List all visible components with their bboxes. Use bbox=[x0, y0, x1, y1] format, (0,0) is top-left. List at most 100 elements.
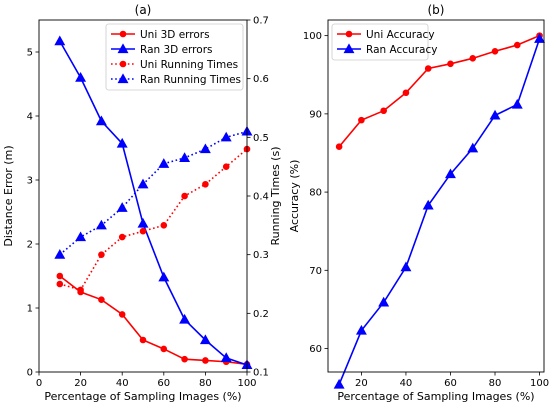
data-point bbox=[333, 378, 345, 389]
legend-marker bbox=[343, 43, 355, 54]
legend-label: Uni Running Times bbox=[140, 59, 238, 71]
x-tick-label: 40 bbox=[116, 378, 129, 389]
data-point bbox=[422, 199, 434, 210]
x-tick-label: 40 bbox=[400, 378, 413, 389]
data-point bbox=[77, 286, 84, 294]
chart-title: (a) bbox=[135, 3, 152, 17]
data-point bbox=[534, 33, 546, 43]
y-tick-label: 5 bbox=[27, 48, 33, 59]
data-point bbox=[158, 158, 170, 168]
data-point bbox=[380, 107, 387, 115]
data-point bbox=[489, 109, 501, 120]
legend-box bbox=[331, 23, 429, 61]
data-point bbox=[116, 137, 128, 148]
y2-tick-label: 0.3 bbox=[253, 250, 269, 261]
y2-tick-label: 0.5 bbox=[253, 133, 269, 144]
data-point bbox=[158, 271, 170, 282]
legend-label: Ran Accuracy bbox=[366, 44, 437, 56]
y-tick-label: 70 bbox=[309, 266, 322, 277]
y-axis-label: Distance Error (m) bbox=[2, 145, 15, 246]
data-point bbox=[199, 143, 211, 154]
x-tick-label: 0 bbox=[36, 378, 42, 389]
y-tick-label: 80 bbox=[309, 188, 322, 199]
data-point bbox=[202, 180, 209, 188]
data-point bbox=[445, 168, 456, 179]
series-line bbox=[59, 40, 248, 366]
plot-frame bbox=[327, 19, 545, 373]
data-point bbox=[402, 89, 410, 97]
y-tick-label: 0 bbox=[27, 368, 33, 379]
data-point bbox=[335, 143, 343, 151]
y2-tick-label: 0.1 bbox=[253, 368, 269, 379]
data-point bbox=[54, 35, 66, 46]
y-axis-label: Accuracy (%) bbox=[288, 160, 301, 233]
series-line bbox=[59, 275, 248, 366]
x-tick-label: 100 bbox=[237, 378, 256, 389]
x-axis-label: Percentage of Sampling Images (%) bbox=[44, 390, 241, 403]
legend-marker bbox=[117, 43, 129, 54]
data-point bbox=[54, 249, 66, 259]
legend-box bbox=[105, 23, 244, 91]
chart-a: (a) 0 20 40 60 80 100 0 1 2 3 4 5 0.1 0.2 0.3 0.4 0.5 0.6 0… bbox=[2, 3, 282, 403]
legend-label: Uni Accuracy bbox=[366, 29, 435, 41]
data-point bbox=[491, 47, 499, 55]
data-point bbox=[160, 222, 168, 229]
x-tick-label: 60 bbox=[157, 378, 170, 389]
y-tick-label: 100 bbox=[303, 31, 322, 42]
series-line bbox=[59, 130, 248, 256]
data-point bbox=[220, 131, 232, 142]
data-point bbox=[447, 60, 454, 68]
data-point bbox=[467, 142, 479, 153]
x-tick-label: 20 bbox=[74, 378, 87, 389]
data-point bbox=[513, 41, 521, 49]
y-tick-label: 2 bbox=[27, 240, 33, 251]
legend-marker bbox=[117, 73, 129, 84]
data-point bbox=[98, 251, 105, 258]
data-point bbox=[179, 313, 191, 324]
x-tick-label: 60 bbox=[444, 378, 457, 389]
data-point bbox=[222, 163, 230, 170]
x-tick-label: 100 bbox=[530, 378, 549, 389]
legend-label: Uni 3D errors bbox=[140, 29, 210, 41]
x-axis-label: Percentage of Sampling Images (%) bbox=[337, 390, 534, 403]
legend-marker bbox=[119, 60, 127, 68]
data-point bbox=[118, 311, 126, 318]
data-point bbox=[116, 202, 128, 212]
y-tick-label: 1 bbox=[27, 304, 33, 315]
y-tick-label: 90 bbox=[309, 109, 322, 120]
data-point bbox=[139, 227, 147, 235]
x-tick-label: 20 bbox=[355, 378, 368, 389]
data-point bbox=[95, 115, 107, 126]
data-point bbox=[358, 116, 365, 124]
data-point bbox=[95, 219, 107, 230]
y2-tick-label: 0.6 bbox=[253, 74, 269, 85]
data-point bbox=[355, 324, 367, 335]
legend: Uni 3D errors Ran 3D errors Uni Running Ti… bbox=[105, 23, 244, 91]
legend-label: Ran 3D errors bbox=[140, 44, 213, 56]
legend-label: Ran Running Times bbox=[140, 74, 241, 86]
y-tick-label: 60 bbox=[309, 344, 322, 355]
data-point bbox=[202, 357, 209, 364]
y2-tick-label: 0.7 bbox=[253, 16, 269, 27]
series-line bbox=[59, 148, 248, 291]
data-point bbox=[137, 217, 149, 228]
y2-tick-label: 0.4 bbox=[253, 192, 269, 203]
legend-marker bbox=[119, 30, 127, 38]
y-tick-label: 4 bbox=[27, 112, 33, 123]
data-point bbox=[220, 352, 232, 363]
data-point bbox=[137, 178, 149, 189]
data-point bbox=[56, 272, 64, 280]
chart-title: (b) bbox=[428, 3, 445, 17]
data-point bbox=[181, 355, 188, 363]
data-point bbox=[469, 55, 477, 62]
series-line bbox=[338, 34, 540, 148]
y2-tick-label: 0.2 bbox=[253, 309, 269, 320]
data-point bbox=[424, 65, 432, 72]
x-tick-label: 80 bbox=[199, 378, 212, 389]
data-point bbox=[160, 345, 168, 353]
data-point bbox=[139, 336, 147, 344]
data-point bbox=[75, 231, 87, 242]
data-point bbox=[118, 233, 126, 241]
data-point bbox=[181, 192, 188, 200]
